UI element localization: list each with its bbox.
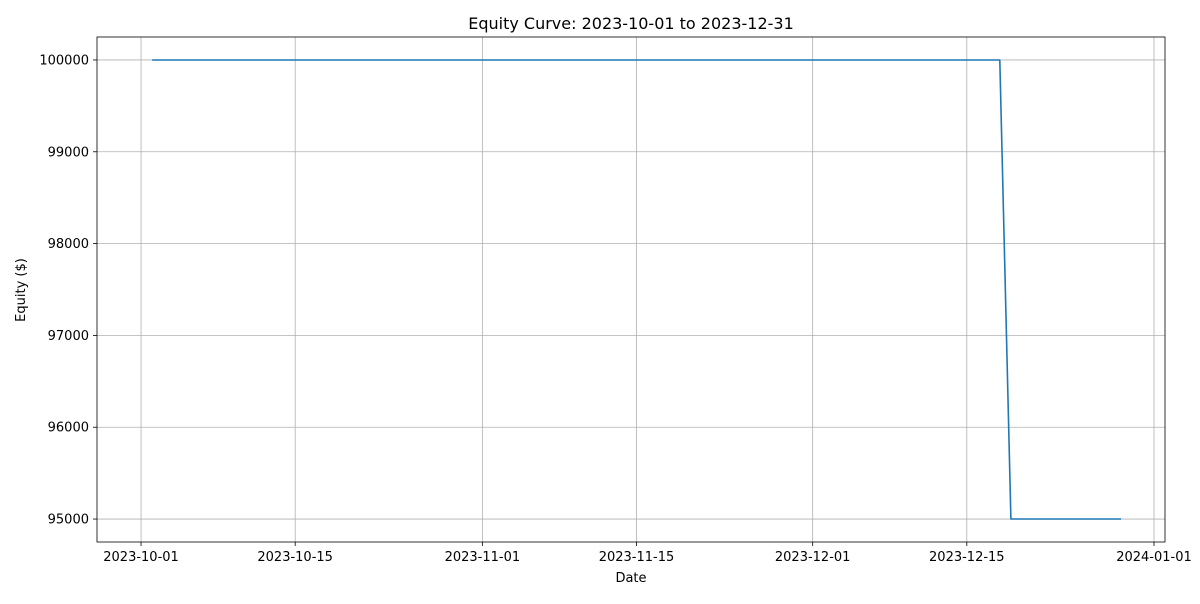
y-axis-label: Equity ($)	[14, 258, 29, 322]
y-tick-label: 96000	[48, 421, 89, 436]
x-tick-label: 2024-01-01	[1116, 550, 1192, 565]
x-tick-label: 2023-10-15	[257, 550, 333, 565]
y-tick-label: 98000	[48, 237, 89, 252]
y-axis: 95000 96000 97000 98000 99000 100000	[39, 53, 97, 528]
x-tick-label: 2023-11-01	[445, 550, 521, 565]
y-tick-label: 95000	[48, 513, 89, 528]
x-tick-label: 2023-10-01	[103, 550, 179, 565]
plot-frame	[96, 36, 1166, 543]
series-layer	[152, 59, 1121, 520]
x-axis-label: Date	[615, 571, 646, 586]
series-line	[152, 59, 1121, 520]
y-tick-label: 99000	[48, 145, 89, 160]
y-tick-label: 97000	[48, 329, 89, 344]
y-tick-label: 100000	[39, 53, 89, 68]
x-axis: 2023-10-01 2023-10-15 2023-11-01 2023-11-15…	[103, 542, 1192, 565]
chart-title: Equity Curve: 2023-10-01 to 2023-12-31	[468, 14, 794, 33]
x-tick-label: 2023-11-15	[599, 550, 675, 565]
x-tick-label: 2023-12-01	[775, 550, 851, 565]
x-tick-label: 2023-12-15	[929, 550, 1005, 565]
